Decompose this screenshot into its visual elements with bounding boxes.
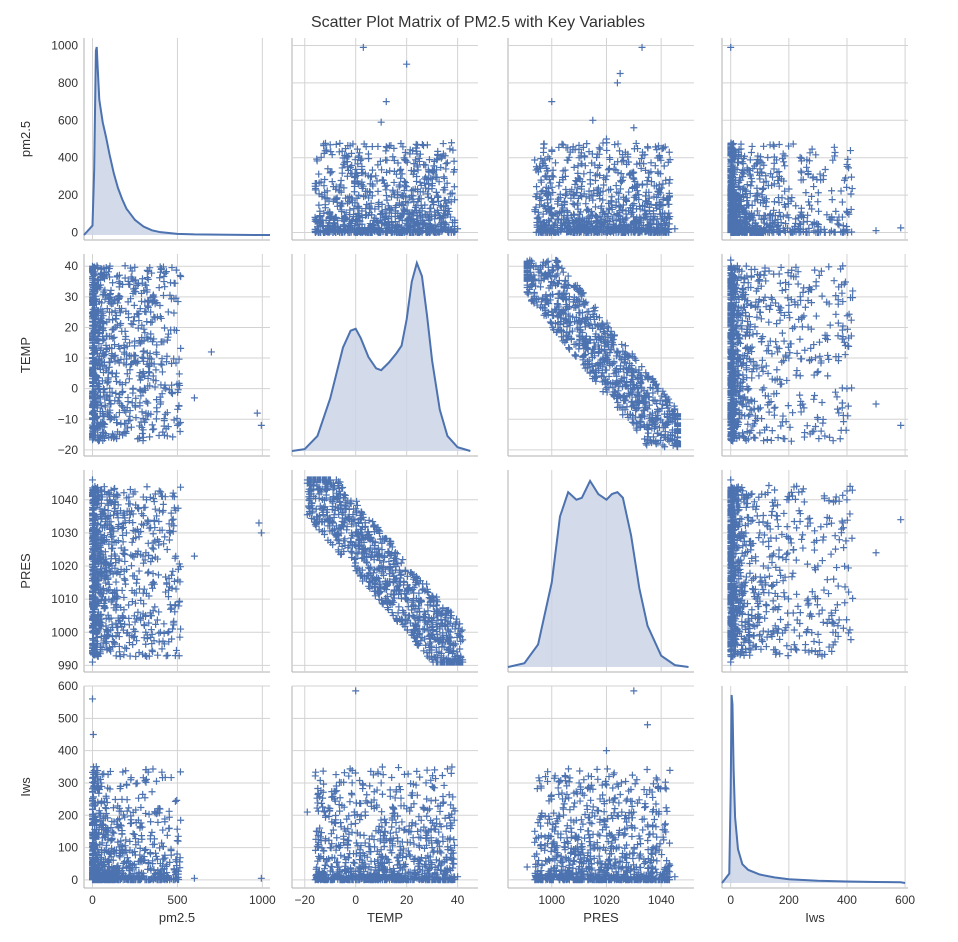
y-tick-label: 0 <box>71 226 78 240</box>
y-tick-label: 990 <box>58 658 78 672</box>
cell-pres-temp <box>291 470 478 673</box>
scatter-markers <box>88 476 265 666</box>
y-tick-label: 400 <box>58 151 78 165</box>
x-tick-label: 400 <box>837 893 857 907</box>
cell-pm25-iws <box>721 38 908 241</box>
y-tick-label: 600 <box>58 679 78 693</box>
x-axis-label-temp: TEMP <box>367 910 403 925</box>
pairplot-grid: 02004006008001000pm2.5−20−10010203040TEM… <box>18 38 915 925</box>
y-tick-label: 100 <box>58 841 78 855</box>
x-tick-label: 40 <box>451 893 465 907</box>
cell-iws-pm25: 0 100 200 300 400 500 600 Iws 0 500 1000 pm2.5 <box>18 679 276 925</box>
x-tick-label: 0 <box>352 893 359 907</box>
scatter-markers <box>531 43 679 237</box>
y-tick-label: 500 <box>58 711 78 725</box>
scatter-markers <box>523 687 679 884</box>
y-tick-label: 1020 <box>51 559 78 573</box>
y-axis-label-iws: Iws <box>18 777 33 797</box>
cell-pm25-temp <box>291 38 478 241</box>
kde-fill-pres <box>508 480 689 667</box>
scatter-markers <box>727 476 905 666</box>
x-tick-label: 200 <box>779 893 799 907</box>
x-tick-label: 500 <box>167 893 187 907</box>
x-tick-label: 600 <box>895 893 915 907</box>
kde-fill-pm25 <box>84 47 270 235</box>
y-tick-label: 20 <box>65 320 79 334</box>
x-axis-label-pres: PRES <box>583 910 619 925</box>
cell-pres-iws <box>721 470 908 673</box>
scatter-markers <box>88 262 265 445</box>
cell-iws-iws: 0 200 400 600 Iws <box>721 686 915 925</box>
cell-pm25-pm25: 0 200 400 600 800 1000 pm2.5 <box>18 38 270 241</box>
scatter-markers <box>303 476 467 666</box>
cell-temp-iws <box>721 254 908 457</box>
y-tick-label: 200 <box>58 808 78 822</box>
scatter-markers <box>727 256 905 445</box>
cell-pres-pm25: 990 1000 1010 1020 1030 1040 PRES <box>18 470 270 673</box>
kde-line-pres <box>507 478 689 668</box>
kde-line-pm25 <box>83 46 270 236</box>
kde-fill-iws <box>722 695 906 883</box>
x-tick-label: 20 <box>400 893 414 907</box>
cell-temp-pres <box>507 254 694 457</box>
scatter-markers <box>523 256 682 451</box>
y-tick-label: 0 <box>71 382 78 396</box>
y-tick-label: −20 <box>58 443 79 457</box>
scatter-markers <box>311 43 462 237</box>
y-tick-label: −10 <box>58 412 79 426</box>
y-tick-label: 1010 <box>51 592 78 606</box>
scatter-markers <box>727 43 905 237</box>
kde-line-temp <box>291 259 471 452</box>
cell-pres-pres <box>507 470 694 673</box>
y-tick-label: 1000 <box>51 38 78 52</box>
scatter-markers <box>303 687 462 884</box>
y-axis-label-temp: TEMP <box>18 337 33 373</box>
x-axis-label-pm25: pm2.5 <box>159 910 195 925</box>
scatter-markers <box>88 695 265 884</box>
x-tick-label: 1020 <box>593 893 620 907</box>
y-tick-label: 1040 <box>51 493 78 507</box>
y-tick-label: 200 <box>58 188 78 202</box>
cell-pm25-pres <box>507 38 694 241</box>
y-tick-label: 400 <box>58 744 78 758</box>
y-tick-label: 600 <box>58 113 78 127</box>
y-tick-label: 1000 <box>51 625 78 639</box>
x-tick-label: 1000 <box>538 893 565 907</box>
cell-temp-pm25: −20 −10 0 10 20 30 40 TEMP <box>18 254 270 457</box>
y-tick-label: 800 <box>58 76 78 90</box>
x-tick-label: 0 <box>89 893 96 907</box>
y-tick-label: 0 <box>71 873 78 887</box>
y-tick-label: 10 <box>65 351 79 365</box>
x-tick-label: 1000 <box>249 893 276 907</box>
y-axis-label-pres: PRES <box>18 553 33 589</box>
cell-temp-temp <box>291 254 478 457</box>
y-tick-label: 1030 <box>51 526 78 540</box>
chart-title: Scatter Plot Matrix of PM2.5 with Key Va… <box>311 14 645 31</box>
cell-iws-pres: 1000 1020 1040 PRES <box>507 685 694 925</box>
kde-line-iws <box>721 694 906 884</box>
cell-iws-temp: −20 0 20 40 TEMP <box>291 685 478 925</box>
x-tick-label: 0 <box>727 893 734 907</box>
y-tick-label: 30 <box>65 290 79 304</box>
x-tick-label: −20 <box>295 893 316 907</box>
y-axis-label-pm25: pm2.5 <box>18 121 33 157</box>
y-tick-label: 40 <box>65 259 79 273</box>
x-tick-label: 1040 <box>648 893 675 907</box>
x-axis-label-iws: Iws <box>805 910 825 925</box>
y-tick-label: 300 <box>58 776 78 790</box>
